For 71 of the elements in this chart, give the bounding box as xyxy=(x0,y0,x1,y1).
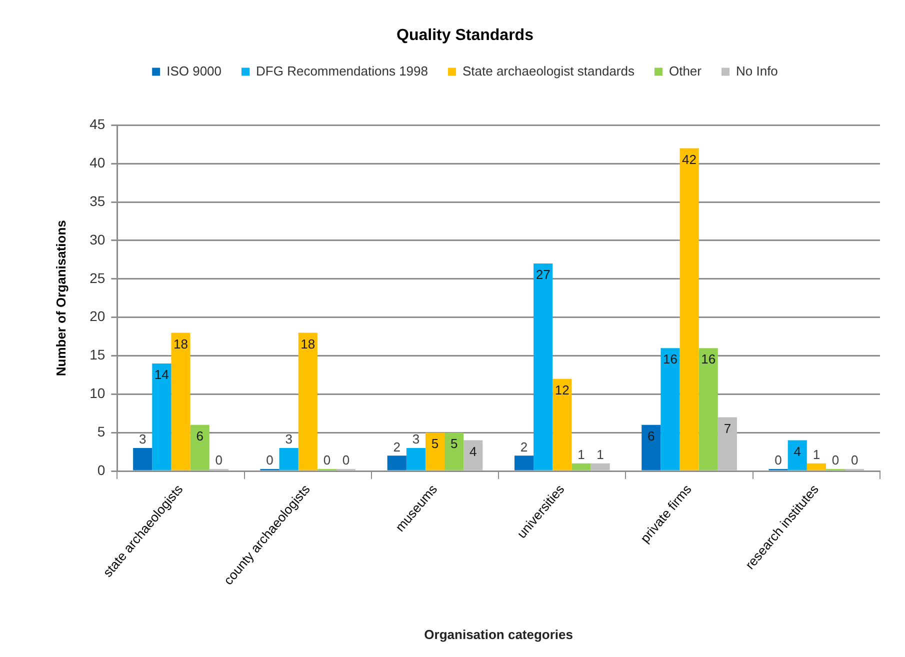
data-label: 0 xyxy=(342,452,350,468)
data-label: 27 xyxy=(536,267,550,282)
data-label: 1 xyxy=(578,446,585,462)
data-label: 2 xyxy=(520,439,528,454)
bar xyxy=(572,463,591,470)
bar xyxy=(387,456,406,470)
data-label: 7 xyxy=(724,420,732,436)
bar xyxy=(514,456,534,470)
legend-label: ISO 9000 xyxy=(166,63,222,78)
data-label: 6 xyxy=(648,428,655,444)
data-label: 6 xyxy=(196,428,204,444)
bar xyxy=(152,363,172,470)
data-label: 0 xyxy=(323,452,331,468)
legend-label: DFG Recommendations 1998 xyxy=(256,63,428,78)
bar xyxy=(788,440,807,470)
data-label: 14 xyxy=(154,367,169,382)
data-label: 1 xyxy=(812,446,820,462)
legend-label: Other xyxy=(668,63,702,78)
bar xyxy=(534,264,553,470)
bar xyxy=(718,417,737,470)
data-label: 16 xyxy=(701,352,716,367)
bar xyxy=(590,463,610,470)
bar xyxy=(698,348,718,470)
bar xyxy=(464,440,483,470)
chart-title: Quality Standards xyxy=(396,27,534,44)
bar xyxy=(171,332,190,470)
data-label: 4 xyxy=(470,444,477,459)
y-tick-label: 25 xyxy=(90,270,106,286)
bar xyxy=(190,424,210,470)
x-axis-title: Organisation categories xyxy=(424,626,573,642)
data-label: 0 xyxy=(215,452,222,468)
data-label: 18 xyxy=(300,336,316,352)
y-tick-label: 35 xyxy=(90,192,106,209)
data-label: 42 xyxy=(682,152,697,167)
bar xyxy=(680,148,699,470)
data-label: 0 xyxy=(266,452,274,468)
bar xyxy=(660,348,680,470)
data-label: 5 xyxy=(431,436,439,452)
y-tick-label: 10 xyxy=(90,385,106,402)
data-label: 0 xyxy=(774,452,782,468)
bar xyxy=(444,432,464,470)
y-tick-label: 5 xyxy=(97,423,106,440)
y-tick-label: 30 xyxy=(90,231,106,248)
data-label: 3 xyxy=(138,432,146,447)
y-tick-label: 20 xyxy=(90,308,106,324)
bar xyxy=(642,424,661,470)
bar xyxy=(133,448,152,470)
y-tick-label: 15 xyxy=(90,346,106,363)
data-label: 1 xyxy=(596,446,604,462)
data-label: 18 xyxy=(174,336,188,352)
bar xyxy=(298,332,318,470)
data-label: 12 xyxy=(554,382,570,398)
data-label: 5 xyxy=(450,436,458,452)
data-label: 4 xyxy=(794,444,801,459)
data-label: 16 xyxy=(662,352,678,367)
data-label: 2 xyxy=(393,439,400,454)
bar xyxy=(279,448,298,470)
bar xyxy=(406,448,426,470)
data-label: 0 xyxy=(850,452,858,468)
y-tick-label: 0 xyxy=(97,462,106,478)
legend-label: No Info xyxy=(736,63,778,78)
data-label: 0 xyxy=(832,452,840,468)
data-label: 3 xyxy=(285,432,292,447)
bar xyxy=(552,378,572,470)
y-tick-label: 40 xyxy=(90,154,106,170)
y-tick-label: 45 xyxy=(90,116,106,132)
data-label: 3 xyxy=(412,432,420,447)
bar xyxy=(806,463,826,470)
bar xyxy=(425,432,445,470)
legend-label: State archaeologist standards xyxy=(462,63,635,78)
y-axis-title: Number of Organisations xyxy=(53,220,68,376)
